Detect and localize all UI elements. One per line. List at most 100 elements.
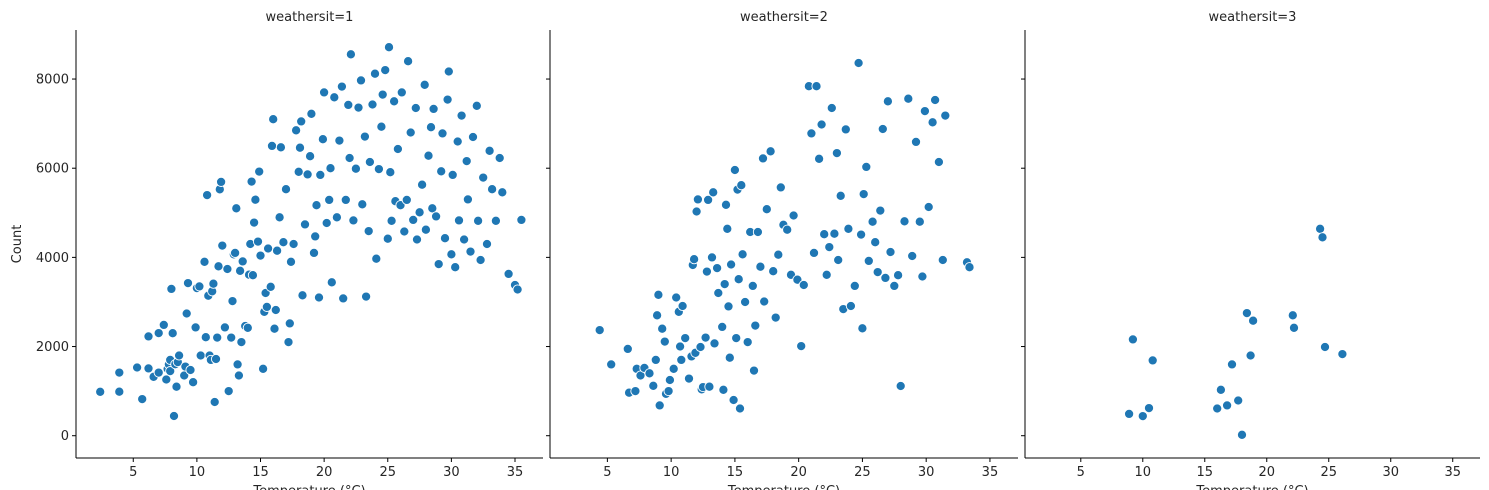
scatter-point: [718, 384, 729, 395]
scatter-point: [326, 277, 337, 288]
scatter-point: [417, 179, 428, 190]
scatter-point: [376, 121, 387, 132]
scatter-point: [137, 394, 148, 405]
scatter-point: [728, 394, 739, 406]
panel-title: weathersit=2: [740, 10, 828, 25]
scatter-point: [782, 224, 793, 235]
scatter-point: [695, 341, 706, 353]
scatter-point: [652, 310, 663, 321]
scatter-point: [382, 233, 393, 244]
scatter-points: [594, 57, 975, 414]
scatter-point: [475, 254, 486, 266]
scatter-point: [811, 81, 822, 92]
scatter-point: [840, 124, 851, 135]
scatter-point: [1137, 411, 1148, 422]
scatter-point: [153, 328, 164, 339]
scatter-point: [481, 238, 493, 250]
scatter-point: [927, 117, 938, 128]
scatter-point: [200, 332, 211, 343]
scatter-point: [285, 256, 297, 267]
scatter-point: [1315, 223, 1326, 234]
scatter-point: [275, 142, 286, 153]
scatter-point: [302, 169, 313, 180]
scatter-point: [734, 403, 746, 414]
x-tick-label: 30: [443, 465, 460, 480]
scatter-point: [291, 125, 302, 136]
scatter-point: [889, 280, 900, 291]
scatter-point: [880, 272, 891, 283]
scatter-point: [114, 386, 125, 397]
scatter-point: [246, 176, 257, 187]
scatter-point: [383, 42, 395, 53]
scatter-point: [235, 265, 246, 276]
scatter-point: [442, 94, 453, 105]
scatter-point: [237, 256, 248, 267]
scatter-point: [775, 182, 786, 193]
scatter-point: [143, 331, 154, 342]
scatter-point: [405, 127, 416, 138]
scatter-point: [161, 374, 172, 385]
scatter-point: [363, 226, 374, 237]
scatter-point: [174, 350, 185, 361]
scatter-point: [914, 216, 925, 227]
scatter-point: [849, 280, 860, 291]
scatter-point: [315, 169, 326, 180]
scatter-point: [210, 353, 222, 365]
scatter-point: [650, 354, 661, 365]
scatter-point: [1241, 308, 1252, 319]
scatter-point: [143, 363, 154, 374]
scatter-point: [903, 93, 914, 104]
scatter-point: [677, 300, 688, 312]
scatter-point: [408, 214, 419, 225]
scatter-point: [208, 278, 219, 289]
scatter-point: [712, 263, 723, 274]
scatter-point: [657, 323, 668, 334]
scatter-point: [644, 368, 655, 379]
scatter-point: [689, 254, 700, 265]
scatter-point: [648, 380, 659, 391]
scatter-point: [355, 75, 367, 86]
scatter-point: [1337, 349, 1348, 360]
scatter-point: [266, 140, 278, 151]
panel-title: weathersit=1: [266, 10, 354, 25]
scatter-point: [236, 337, 247, 348]
scatter-point: [357, 199, 368, 210]
scatter-point: [729, 164, 740, 176]
x-tick-label: 25: [379, 465, 396, 480]
scatter-point: [392, 143, 403, 155]
scatter-point: [188, 377, 199, 388]
scatter-point: [396, 87, 407, 98]
scatter-point: [885, 246, 896, 258]
scatter-point: [919, 106, 930, 117]
scatter-point: [664, 374, 675, 386]
scatter-point: [353, 102, 364, 113]
scatter-point: [389, 96, 400, 107]
scatter-point: [829, 228, 840, 239]
scatter-point: [731, 333, 742, 344]
scatter-point: [95, 386, 106, 397]
scatter-point: [478, 172, 489, 183]
scatter-point: [202, 190, 213, 201]
x-tick-label: 25: [1320, 465, 1337, 480]
scatter-point: [158, 319, 169, 330]
scatter-point: [331, 212, 342, 223]
scatter-point: [462, 194, 473, 205]
scatter-point: [1215, 384, 1226, 395]
scatter-point: [964, 262, 975, 273]
scatter-point: [487, 184, 498, 195]
scatter-point: [171, 381, 182, 392]
x-tick-label: 5: [129, 465, 137, 480]
x-axis-title: Temperature (°C): [727, 484, 840, 490]
scatter-point: [436, 166, 447, 177]
scatter-point: [792, 274, 803, 285]
scatter-point: [227, 296, 238, 307]
scatter-point: [937, 254, 948, 266]
scatter-point: [761, 204, 772, 215]
scatter-point: [329, 92, 340, 103]
scatter-point: [893, 270, 904, 281]
scatter-point: [1212, 403, 1223, 414]
scatter-point: [653, 289, 664, 300]
scatter-point: [231, 203, 242, 214]
x-tick-label: 15: [727, 465, 744, 480]
scatter-point: [917, 271, 928, 282]
